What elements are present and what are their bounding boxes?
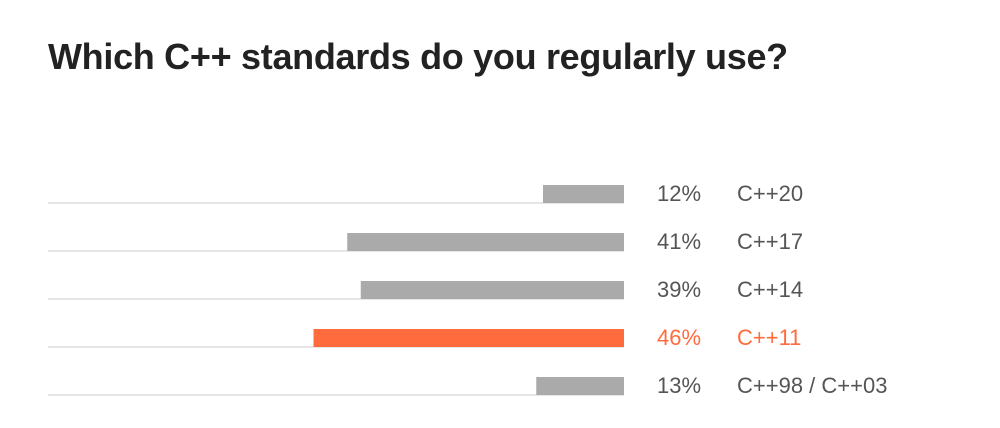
- chart-title: Which C++ standards do you regularly use…: [48, 36, 788, 77]
- bar-0: [543, 185, 624, 203]
- bar-1: [347, 233, 624, 251]
- value-label-0: 12%: [657, 181, 701, 206]
- value-label-1: 41%: [657, 229, 701, 254]
- value-label-3: 46%: [657, 325, 701, 350]
- value-label-4: 13%: [657, 373, 701, 398]
- category-label-2: C++14: [737, 277, 803, 302]
- category-label-3: C++11: [737, 325, 801, 350]
- bar-2: [360, 281, 624, 299]
- bar-4: [536, 377, 624, 395]
- category-label-1: C++17: [737, 229, 803, 254]
- category-label-4: C++98 / C++03: [737, 373, 887, 398]
- bar-3: [313, 329, 624, 347]
- category-label-0: C++20: [737, 181, 803, 206]
- value-label-2: 39%: [657, 277, 701, 302]
